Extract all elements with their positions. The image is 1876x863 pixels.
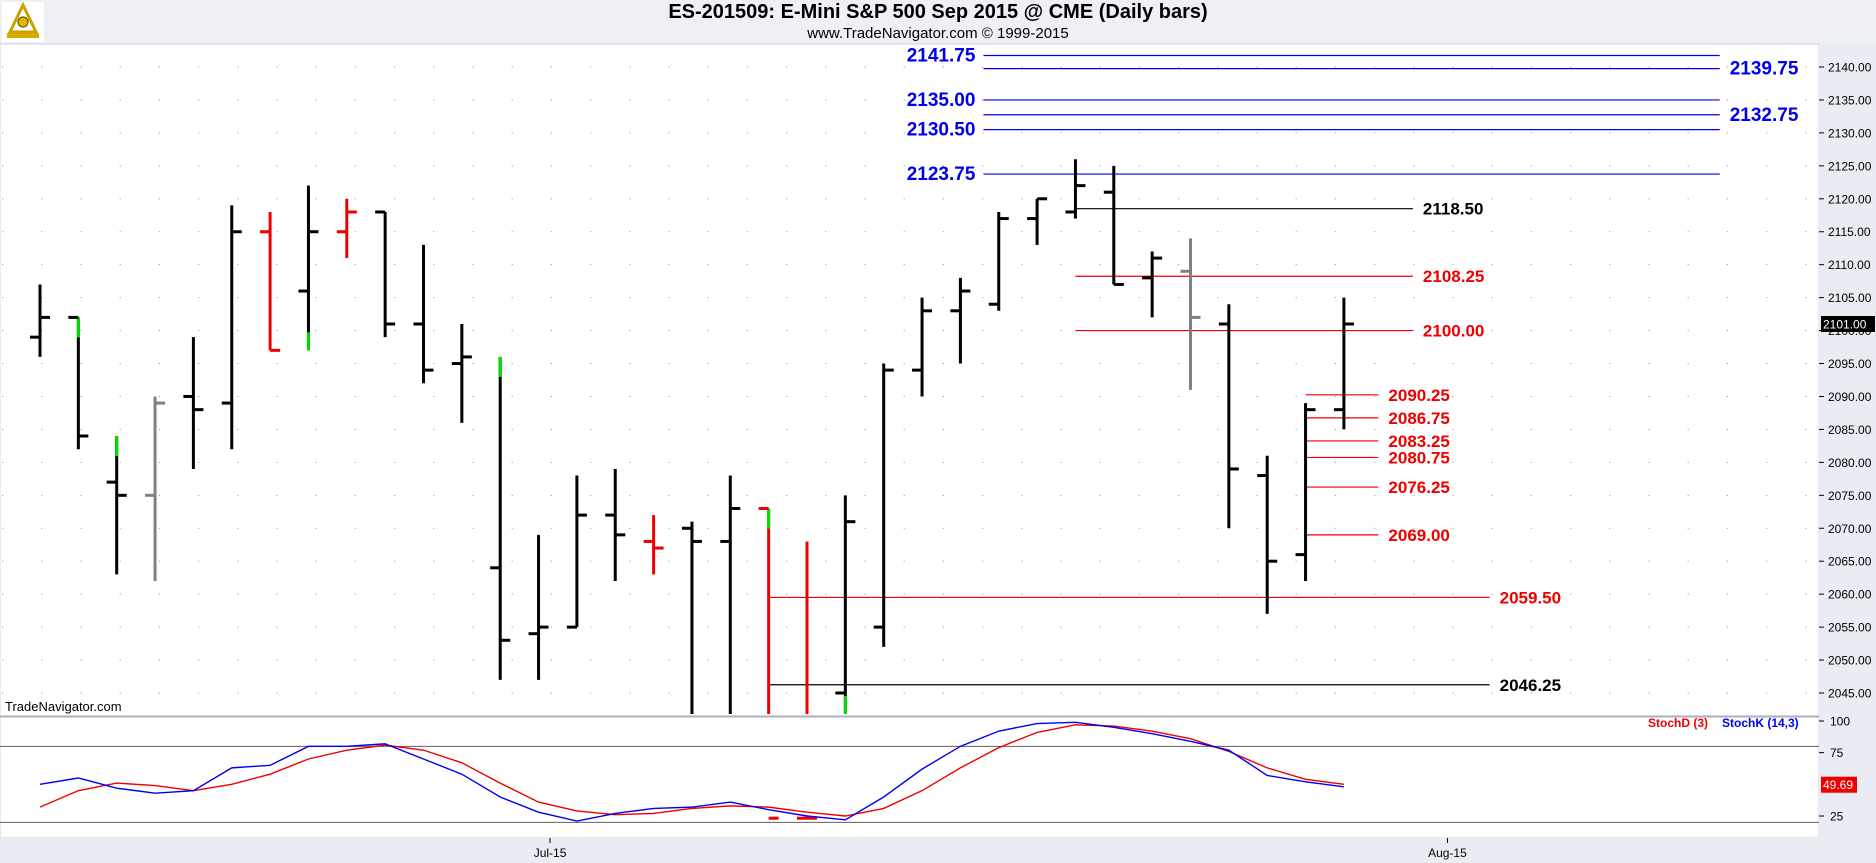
chart-header: ES-201509: E-Mini S&P 500 Sep 2015 @ CME… [0, 0, 1876, 44]
date-label: Aug-15 [1428, 846, 1467, 860]
price-tick-label: 2120.00 [1828, 192, 1872, 206]
price-tick-label: 2140.00 [1828, 61, 1872, 75]
stochd-legend: StochD (3) [1648, 716, 1708, 730]
stochastic-tick-label: 100 [1830, 715, 1850, 729]
tradenavigator-logo-icon [2, 2, 44, 42]
level-label: 2090.25 [1388, 386, 1449, 405]
chart-frames [0, 43, 1876, 863]
level-label: 2123.75 [907, 164, 976, 185]
price-tick-label: 2125.00 [1828, 159, 1872, 173]
level-label: 2046.25 [1500, 676, 1561, 695]
stochk-legend: StochK (14,3) [1722, 716, 1799, 730]
ohlc-bars [30, 159, 1354, 820]
stochastic-last-label: 49.69 [1823, 778, 1853, 792]
date-label: Jul-15 [534, 846, 567, 860]
level-label: 2069.00 [1388, 526, 1449, 545]
level-label: 2118.50 [1423, 200, 1484, 219]
level-lines: 2141.75 2139.75 2135.00 2132.75 2130.50 2123.… [768, 45, 1799, 695]
level-label: 2130.50 [907, 120, 976, 141]
stochastic-tick-label: 75 [1830, 746, 1844, 760]
price-tick-label: 2070.00 [1828, 522, 1872, 536]
price-tick-label: 2095.00 [1828, 357, 1872, 371]
chart-title: ES-201509: E-Mini S&P 500 Sep 2015 @ CME… [668, 1, 1208, 23]
price-tick-label: 2045.00 [1828, 687, 1872, 701]
price-tick-label: 2065.00 [1828, 555, 1872, 569]
level-label: 2076.25 [1388, 478, 1449, 497]
price-tick-label: 2115.00 [1828, 225, 1871, 239]
price-tick-label: 2085.00 [1828, 423, 1872, 437]
price-tick-label: 2090.00 [1828, 390, 1872, 404]
main-panel-bg [0, 43, 1820, 717]
chart-subtitle: www.TradeNavigator.com © 1999-2015 [807, 25, 1069, 42]
stochastic-tick-label: 25 [1830, 810, 1844, 824]
date-axis-bg [0, 838, 1876, 863]
price-axis: 2045.00 2050.00 2055.00 2060.00 2065.00 2070.… [1819, 61, 1875, 701]
level-label: 2059.50 [1500, 588, 1561, 607]
level-label: 2083.25 [1388, 432, 1449, 451]
price-tick-label: 2080.00 [1828, 456, 1872, 470]
price-tick-label: 2110.00 [1828, 258, 1871, 272]
level-label: 2132.75 [1730, 105, 1799, 126]
level-label: 2139.75 [1730, 59, 1799, 80]
stochd-line [39, 724, 1344, 817]
date-axis: Jul-15 Aug-15 [534, 838, 1467, 860]
level-label: 2100.00 [1423, 322, 1484, 341]
stochastic-last-badge [1821, 776, 1857, 793]
level-label: 2080.75 [1388, 448, 1449, 467]
axis-bg [1819, 44, 1876, 838]
level-label: 2108.25 [1423, 267, 1484, 286]
price-tick-label: 2060.00 [1828, 588, 1872, 602]
price-tick-label: 2105.00 [1828, 291, 1872, 305]
level-label: 2135.00 [907, 90, 976, 111]
watermark: TradeNavigator.com [5, 699, 122, 714]
last-price-badge [1821, 315, 1875, 332]
price-tick-label: 2130.00 [1828, 126, 1872, 140]
price-tick-label: 2055.00 [1828, 621, 1872, 635]
price-tick-label: 2075.00 [1828, 489, 1872, 503]
stochastic-panel: 25 75 100 StochD (3) StochK (14,3) 49.69 [0, 715, 1857, 824]
price-tick-label: 2050.00 [1828, 654, 1872, 668]
level-label: 2141.75 [907, 45, 976, 66]
level-label: 2086.75 [1388, 409, 1449, 428]
last-price-label: 2101.00 [1823, 317, 1867, 331]
stochk-line [39, 721, 1344, 822]
price-tick-label: 2135.00 [1828, 93, 1872, 107]
